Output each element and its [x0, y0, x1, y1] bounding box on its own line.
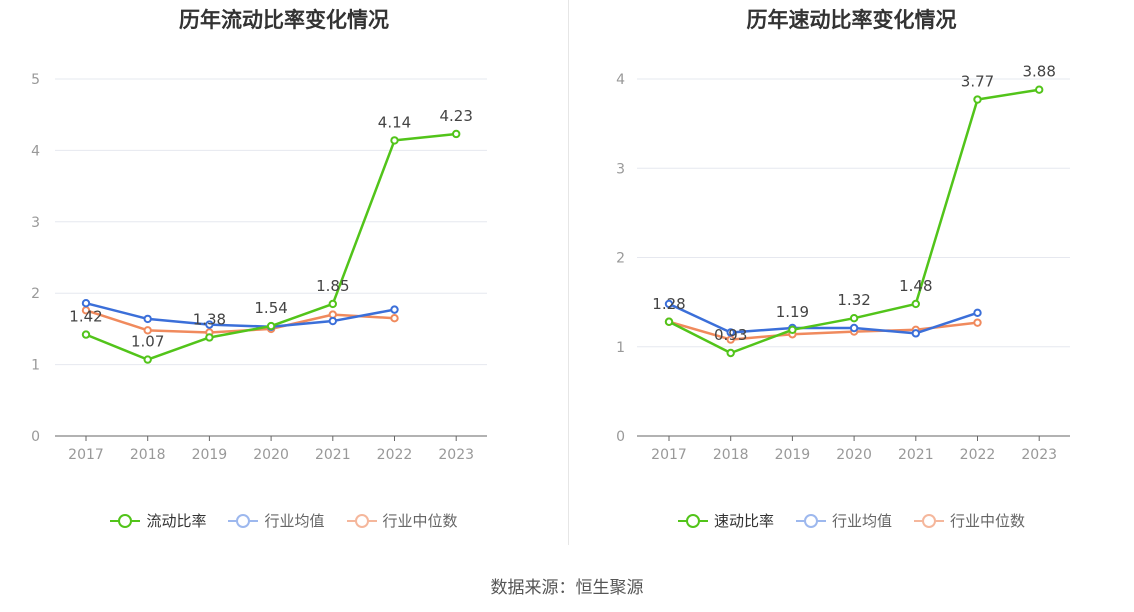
- y-tick-label: 1: [31, 358, 40, 374]
- x-tick-label: 2019: [775, 447, 811, 463]
- x-tick-label: 2018: [713, 447, 749, 463]
- data-point[interactable]: [726, 328, 735, 337]
- data-point[interactable]: [328, 316, 337, 326]
- legend-marker-icon: [914, 513, 944, 529]
- data-point[interactable]: [328, 299, 337, 309]
- legend-marker-icon: [795, 513, 826, 529]
- data-point[interactable]: [973, 318, 982, 327]
- legend-label: 速动比率: [713, 512, 774, 530]
- data-point[interactable]: [390, 136, 399, 145]
- x-tick-label: 2021: [898, 447, 934, 463]
- current-ratio-plot: 0 1 2 3 4 5 2017 2018 2019 2020 2021 2022 2023 1.42 1.…: [31, 72, 487, 463]
- legend-label: 流动比率: [146, 512, 207, 530]
- y-tick-label: 2: [31, 286, 40, 302]
- x-tick-label: 2021: [315, 447, 351, 463]
- data-point[interactable]: [849, 313, 859, 323]
- quick-ratio-chart: 历年速动比率变化情况 0 1 2 3 4 2017 2018 2019 2020 2021 2022…: [569, 0, 1134, 560]
- x-tick-label: 2023: [438, 447, 474, 463]
- data-point[interactable]: [664, 299, 674, 309]
- legend-item-industry-average[interactable]: 行业均值: [228, 510, 325, 531]
- data-label: 1.48: [899, 277, 932, 295]
- legend-item-quick-ratio[interactable]: 速动比率: [677, 510, 774, 531]
- panel-divider: [568, 0, 569, 545]
- chart-title: 历年速动比率变化情况: [746, 8, 957, 32]
- x-tick-label: 2023: [1021, 447, 1057, 463]
- data-point[interactable]: [911, 299, 920, 309]
- data-label: 1.42: [69, 308, 102, 326]
- chart-legend: 速动比率 行业均值 行业中位数: [569, 510, 1134, 531]
- series-line: [85, 301, 395, 329]
- series-line: [85, 309, 395, 334]
- data-point[interactable]: [81, 330, 91, 339]
- data-label: 1.07: [131, 333, 164, 351]
- x-tick-label: 2018: [130, 447, 166, 463]
- legend-label: 行业均值: [831, 512, 892, 530]
- data-point[interactable]: [973, 308, 982, 318]
- legend-marker-icon: [346, 513, 377, 529]
- data-point[interactable]: [81, 298, 91, 308]
- data-label: 0.93: [714, 326, 747, 344]
- legend-label: 行业中位数: [950, 512, 1026, 530]
- data-point[interactable]: [911, 329, 920, 338]
- legend-label: 行业中位数: [382, 512, 458, 530]
- y-tick-label: 1: [616, 340, 625, 356]
- legend-item-current-ratio[interactable]: 流动比率: [110, 510, 206, 531]
- legend-marker-icon: [228, 513, 259, 529]
- data-label: 1.32: [837, 291, 870, 309]
- data-point[interactable]: [1035, 85, 1044, 94]
- data-label: 1.38: [193, 310, 226, 328]
- data-label: 1.28: [652, 295, 685, 313]
- y-tick-label: 4: [31, 143, 40, 159]
- data-label: 1.85: [316, 277, 349, 295]
- y-tick-label: 0: [31, 429, 40, 445]
- data-point[interactable]: [143, 314, 152, 324]
- data-point[interactable]: [788, 325, 797, 334]
- chart-title: 历年流动比率变化情况: [179, 8, 389, 32]
- legend-marker-icon: [677, 513, 708, 529]
- data-point[interactable]: [143, 355, 152, 364]
- data-label: 1.19: [776, 303, 809, 321]
- data-point[interactable]: [849, 323, 859, 333]
- chart-legend: 流动比率 行业均值 行业中位数: [0, 510, 568, 531]
- x-tick-label: 2022: [377, 447, 413, 463]
- data-point[interactable]: [390, 305, 399, 314]
- x-tick-label: 2017: [651, 447, 687, 463]
- data-label: 4.23: [439, 107, 472, 125]
- series-line: [668, 302, 978, 335]
- y-tick-label: 3: [31, 215, 40, 231]
- legend-label: 行业均值: [264, 512, 325, 530]
- legend-marker-icon: [110, 513, 141, 529]
- legend-item-industry-median[interactable]: 行业中位数: [346, 510, 458, 531]
- data-label: 3.77: [961, 73, 994, 91]
- x-tick-label: 2022: [960, 447, 996, 463]
- data-label: 4.14: [378, 113, 411, 131]
- y-tick-label: 2: [616, 251, 625, 267]
- data-point[interactable]: [266, 321, 276, 331]
- y-tick-label: 4: [616, 72, 625, 88]
- data-point[interactable]: [205, 333, 214, 342]
- series-line: [668, 320, 978, 341]
- x-tick-label: 2020: [253, 447, 289, 463]
- data-source-note: 数据来源：恒生聚源: [490, 578, 644, 598]
- quick-ratio-plot: 0 1 2 3 4 2017 2018 2019 2020 2021 2022 2023 1.28 0.9…: [616, 63, 1070, 463]
- x-tick-label: 2020: [836, 447, 872, 463]
- data-point[interactable]: [452, 129, 461, 139]
- data-point[interactable]: [205, 320, 214, 329]
- x-tick-label: 2019: [192, 447, 228, 463]
- data-point[interactable]: [726, 348, 735, 358]
- data-point[interactable]: [390, 313, 399, 323]
- data-point[interactable]: [143, 326, 152, 335]
- y-tick-label: 3: [616, 161, 625, 177]
- x-tick-label: 2017: [68, 447, 104, 463]
- y-tick-label: 5: [31, 72, 40, 88]
- data-label: 1.54: [254, 299, 287, 317]
- data-point[interactable]: [664, 317, 674, 326]
- legend-item-industry-average[interactable]: 行业均值: [795, 510, 892, 531]
- current-ratio-chart: 历年流动比率变化情况 0 1 2 3 4 5 2017 2018 2019 2020 2021 202…: [0, 0, 568, 560]
- legend-item-industry-median[interactable]: 行业中位数: [914, 510, 1025, 531]
- data-point[interactable]: [973, 95, 982, 104]
- data-label: 3.88: [1022, 63, 1055, 81]
- series-line: [668, 88, 1040, 355]
- y-tick-label: 0: [616, 429, 625, 445]
